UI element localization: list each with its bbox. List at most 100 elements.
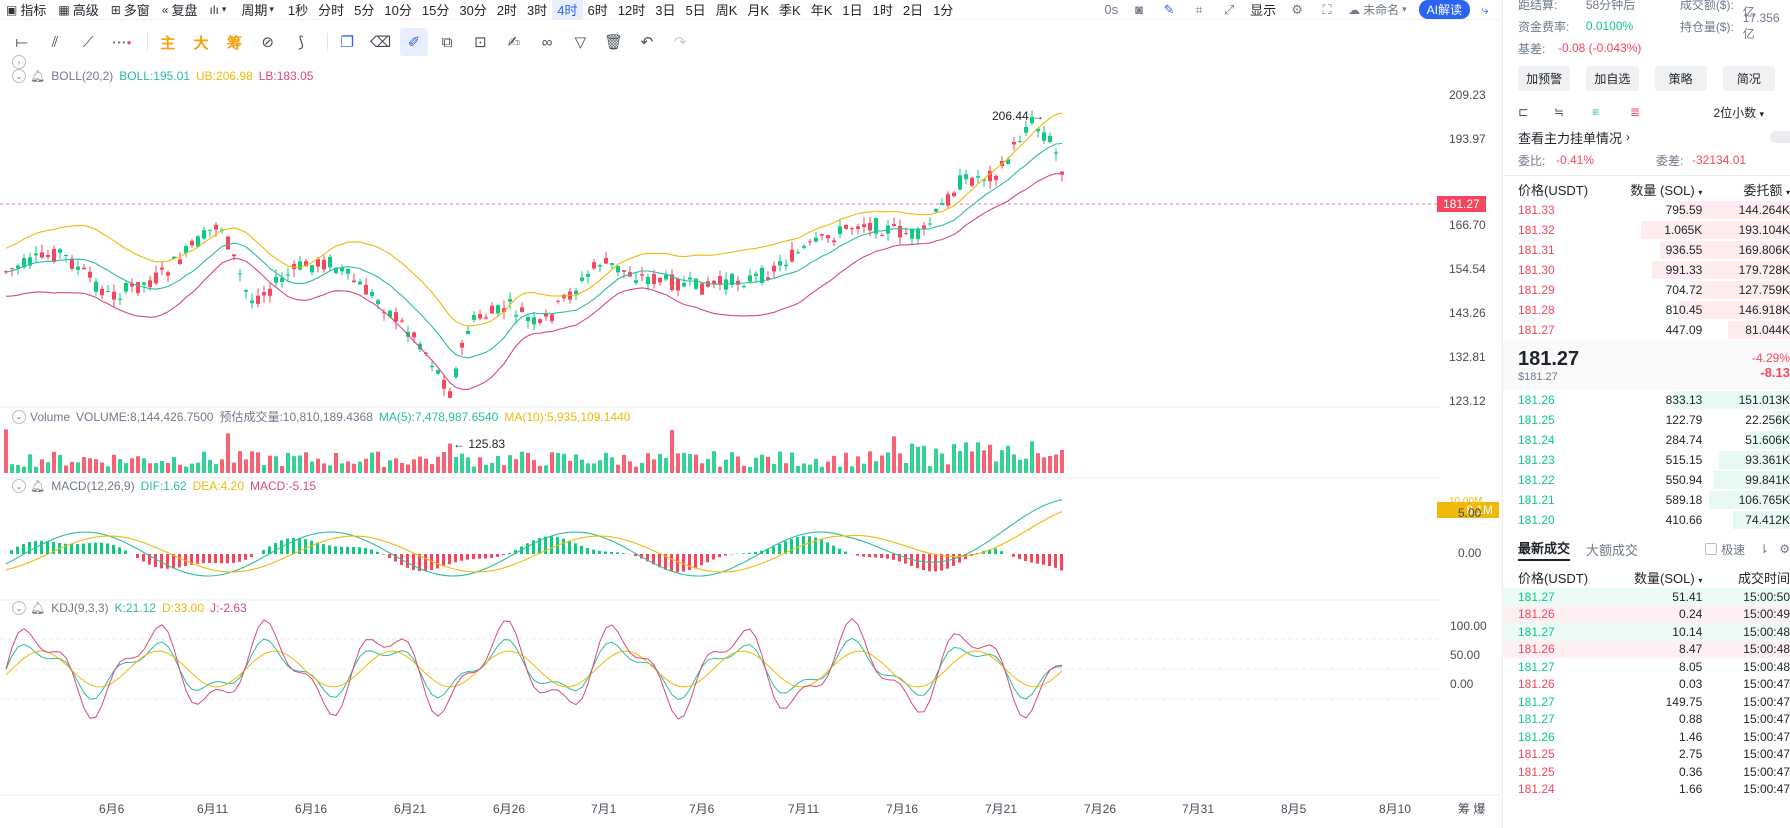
chevron-down-icon[interactable]: ⌄ bbox=[12, 479, 26, 493]
undo-icon[interactable]: ↶ bbox=[640, 34, 654, 51]
sort-icon[interactable]: ⇂ bbox=[1759, 542, 1770, 556]
period-17[interactable]: 年K bbox=[810, 3, 833, 18]
tab-big-trades[interactable]: 大额成交 bbox=[1586, 542, 1639, 558]
replay-button[interactable]: «复盘 bbox=[156, 0, 204, 20]
chip-distribution-button[interactable]: 筹 bbox=[226, 34, 242, 52]
period-1[interactable]: 1秒 bbox=[287, 3, 309, 18]
lock-icon[interactable]: ⊡ bbox=[474, 34, 487, 51]
bid-row[interactable]: 181.26 833.13 151.013K bbox=[1503, 390, 1790, 410]
period-10[interactable]: 6时 bbox=[587, 3, 608, 18]
camera-icon[interactable]: ◙ bbox=[1135, 2, 1144, 17]
layout-both-icon[interactable]: ⊏ bbox=[1518, 105, 1529, 119]
trade-header-qty[interactable]: 数量(SOL) ▾ bbox=[1634, 570, 1703, 586]
period-7[interactable]: 2时 bbox=[496, 3, 518, 18]
pencil-icon[interactable]: ✎ bbox=[1163, 1, 1175, 17]
ask-row[interactable]: 181.32 1.065K 193.104K bbox=[1503, 220, 1790, 240]
period-8[interactable]: 3时 bbox=[527, 3, 548, 18]
bid-row[interactable]: 181.21 589.18 106.765K bbox=[1503, 490, 1790, 510]
multi-window-button[interactable]: ⊞ 多窗 bbox=[105, 0, 156, 20]
period-14[interactable]: 周K bbox=[715, 3, 738, 18]
main-orders-link[interactable]: 查看主力挂单情况 bbox=[1518, 130, 1623, 146]
ob-header-amount[interactable]: 委托额 ▾ bbox=[1743, 182, 1790, 198]
chevron-down-icon[interactable]: ⌄ bbox=[12, 409, 26, 424]
period-dropdown[interactable]: 周期 ▾ bbox=[235, 0, 283, 20]
period-20[interactable]: 2日 bbox=[902, 3, 924, 18]
filter-icon[interactable]: ▽ bbox=[574, 34, 587, 51]
cloud-layout-button[interactable]: ☁ 未命名 ▾ bbox=[1342, 0, 1413, 20]
bid-row[interactable]: 181.22 550.94 99.841K bbox=[1503, 470, 1790, 490]
bell-icon[interactable]: 🔔︎ bbox=[30, 69, 46, 83]
period-12[interactable]: 3日 bbox=[655, 3, 676, 18]
period-11[interactable]: 12时 bbox=[617, 3, 646, 18]
main-force-button[interactable]: 主 bbox=[160, 34, 176, 52]
ask-row[interactable]: 181.28 810.45 146.918K bbox=[1503, 300, 1790, 320]
layout-bids-icon[interactable]: ≡ bbox=[1592, 105, 1600, 119]
ai-interpret-button[interactable]: AI解读 bbox=[1418, 0, 1470, 19]
bid-row[interactable]: 181.20 410.66 74.412K bbox=[1503, 510, 1790, 530]
chart-area[interactable]: › ⌄ 🔔︎ BOLL(20,2) BOLL:195.01 UB:206.98 … bbox=[0, 55, 1500, 828]
bid-row[interactable]: 181.24 284.74 51.606K bbox=[1503, 430, 1790, 450]
collapse-button[interactable]: › bbox=[12, 55, 30, 69]
brush-icon[interactable]: ⟆ bbox=[298, 34, 304, 51]
decimals-dropdown[interactable]: 2位小数 ▾ bbox=[1713, 104, 1764, 121]
chevron-down-icon[interactable]: ⌄ bbox=[12, 601, 26, 615]
ask-row[interactable]: 181.30 991.33 179.728K bbox=[1503, 260, 1790, 280]
big-order-button[interactable]: 大 bbox=[193, 34, 209, 52]
period-15[interactable]: 月K bbox=[747, 3, 770, 18]
measure-icon[interactable]: ⧉ bbox=[441, 33, 453, 51]
crop-icon[interactable]: ⌗ bbox=[1195, 1, 1203, 17]
chart-type-button[interactable]: ılı ▾ bbox=[204, 0, 236, 20]
trash-icon[interactable]: 🗑 bbox=[604, 34, 624, 51]
main-orders-row[interactable]: 查看主力挂单情况 › bbox=[1503, 125, 1790, 149]
main-orders-toggle[interactable] bbox=[1770, 131, 1790, 143]
bell-icon[interactable]: 🔔︎ bbox=[30, 601, 46, 615]
ask-row[interactable]: 181.29 704.72 127.759K bbox=[1503, 280, 1790, 300]
ob-header-qty[interactable]: 数量 (SOL) ▾ bbox=[1630, 182, 1703, 198]
bell-icon[interactable]: 🔔︎ bbox=[30, 479, 46, 493]
horizontal-line-icon[interactable]: ⟝ bbox=[15, 33, 28, 51]
chart-canvas[interactable] bbox=[0, 62, 1500, 828]
ask-row[interactable]: 181.33 795.59 144.264K bbox=[1503, 200, 1790, 220]
more-icon[interactable]: ⋯ ● bbox=[111, 34, 132, 51]
period-16[interactable]: 季K bbox=[779, 3, 801, 18]
parallel-line-icon[interactable]: ⫽ bbox=[51, 33, 59, 51]
panel-button-1[interactable]: 加预警 bbox=[1518, 66, 1571, 91]
advanced-button[interactable]: ▦ 高级 bbox=[52, 0, 104, 20]
bid-row[interactable]: 181.23 515.15 93.361K bbox=[1503, 450, 1790, 470]
period-19[interactable]: 1时 bbox=[872, 3, 893, 18]
chevron-down-icon[interactable]: ⌄ bbox=[12, 69, 26, 83]
share-icon[interactable]: ⤷ bbox=[1481, 1, 1489, 17]
display-button[interactable]: 显示 bbox=[1250, 3, 1277, 18]
panel-button-3[interactable]: 策略 bbox=[1654, 66, 1707, 91]
ask-row[interactable]: 181.27 447.09 81.044K bbox=[1503, 320, 1790, 340]
period-21[interactable]: 1分 bbox=[933, 3, 954, 18]
period-18[interactable]: 1日 bbox=[842, 3, 863, 18]
panel-button-2[interactable]: 加自选 bbox=[1586, 66, 1639, 91]
redo-icon[interactable]: ↷ bbox=[673, 34, 687, 51]
edit-icon[interactable]: ✍ bbox=[507, 34, 521, 51]
period-13[interactable]: 5日 bbox=[685, 3, 706, 18]
link-icon[interactable]: ∞ bbox=[541, 33, 553, 51]
indicator-button[interactable]: ▣ 指标 bbox=[0, 0, 52, 20]
layout-list-icon[interactable]: ≣ bbox=[1630, 105, 1641, 119]
period-6[interactable]: 30分 bbox=[459, 3, 487, 18]
period-2[interactable]: 分时 bbox=[318, 3, 345, 18]
draw-pen-icon[interactable]: ✐ bbox=[400, 28, 428, 56]
layout-asks-icon[interactable]: ≒ bbox=[1554, 105, 1565, 119]
tab-latest-trades[interactable]: 最新成交 bbox=[1518, 538, 1571, 561]
panel-button-4[interactable]: 简况 bbox=[1722, 66, 1775, 91]
fast-checkbox[interactable]: 极速 bbox=[1705, 541, 1745, 558]
copy-icon[interactable]: ❐ bbox=[340, 34, 354, 51]
trend-line-icon[interactable]: ⟋ bbox=[82, 33, 94, 51]
fullscreen-icon[interactable]: ⛶ bbox=[1322, 1, 1332, 17]
settings-icon[interactable]: ⚙ bbox=[1779, 542, 1790, 556]
expand-icon[interactable]: ⤢ bbox=[1223, 1, 1235, 17]
settings-icon[interactable]: ⚙ bbox=[1291, 1, 1303, 17]
period-4[interactable]: 10分 bbox=[384, 3, 412, 18]
magnet-icon[interactable]: ⊘ bbox=[261, 34, 274, 51]
bid-row[interactable]: 181.25 122.79 22.256K bbox=[1503, 410, 1790, 430]
period-3[interactable]: 5分 bbox=[354, 3, 375, 18]
ask-row[interactable]: 181.31 936.55 169.806K bbox=[1503, 240, 1790, 260]
period-5[interactable]: 15分 bbox=[421, 3, 450, 18]
period-9[interactable]: 4时 bbox=[552, 0, 583, 20]
